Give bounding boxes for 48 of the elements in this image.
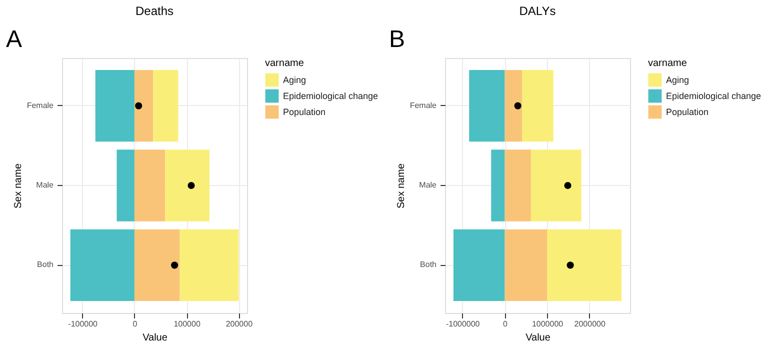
y-tick-label: Male: [36, 180, 54, 190]
y-tick-label: Male: [419, 180, 438, 190]
x-tick-label: 0: [132, 320, 138, 328]
bar: [153, 70, 178, 142]
legend-label: Aging: [666, 75, 690, 85]
y-axis-title: Sex name: [396, 163, 407, 209]
x-axis-title: Value: [526, 332, 551, 342]
x-tick-label: -100000: [68, 320, 98, 328]
chart-title: Deaths: [135, 4, 174, 18]
y-tick-label: Both: [37, 260, 54, 270]
bar: [95, 70, 134, 142]
y-tick-label: Female: [26, 100, 54, 110]
bar: [504, 229, 548, 302]
x-tick-label: 0: [502, 320, 508, 328]
legend-label: Epidemiological change: [666, 91, 762, 101]
y-tick-label: Female: [410, 100, 438, 110]
y-tick-label: Both: [420, 260, 436, 270]
bar: [134, 229, 180, 302]
bar: [547, 229, 622, 302]
x-tick-label: 200000: [226, 320, 254, 328]
bar: [491, 150, 505, 222]
x-tick-label: -1000000: [446, 320, 480, 328]
chart-title: DALYs: [519, 4, 556, 18]
bar: [453, 229, 505, 302]
legend-title: varname: [648, 58, 688, 69]
y-axis-title: Sex name: [12, 163, 24, 209]
bar: [180, 229, 239, 302]
x-tick-label: 100000: [174, 320, 201, 328]
legend-label: Epidemiological change: [283, 91, 378, 101]
text: A: [6, 26, 22, 53]
legend-label: Population: [666, 107, 709, 117]
bar: [165, 150, 210, 222]
bar: [530, 150, 582, 222]
x-tick-label: 2000000: [574, 320, 606, 328]
text: B: [389, 26, 406, 53]
bar: [504, 70, 522, 142]
legend-title: varname: [265, 58, 304, 69]
x-tick-label: 1000000: [532, 320, 564, 328]
bar: [134, 70, 154, 142]
bar: [522, 70, 554, 142]
legend-label: Aging: [283, 75, 306, 85]
bar: [70, 229, 134, 302]
bar: [116, 150, 134, 222]
bar: [504, 150, 531, 222]
x-axis-title: Value: [142, 332, 168, 342]
legend-label: Population: [283, 107, 326, 117]
bar: [134, 150, 166, 222]
bar: [469, 70, 505, 142]
